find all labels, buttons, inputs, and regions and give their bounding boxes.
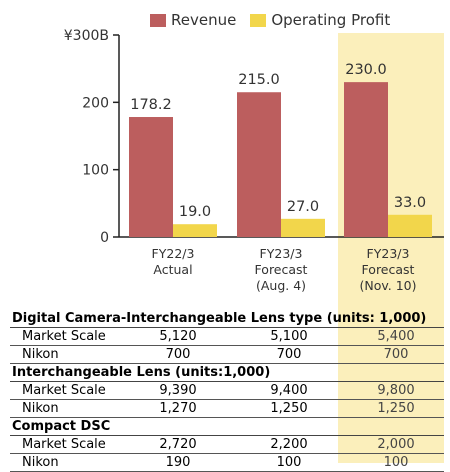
legend-swatch-operating-profit [250,13,267,27]
row-label: Nikon [22,455,59,470]
row-label: Market Scale [22,329,106,344]
data-label-revenue: 178.2 [130,97,172,113]
bar-revenue [129,117,173,237]
chart-legend: Revenue Operating Profit [150,9,404,31]
table-cell: 190 [165,455,191,470]
data-label-operating-profit: 33.0 [394,195,426,211]
x-tick-label: FY22/3 [152,246,195,261]
y-tick-label: ¥300B [64,28,109,44]
data-label-operating-profit: 27.0 [287,199,319,215]
bar-operating-profit [281,218,325,237]
table-row: Market Scale 2,720 2,200 2,000 [10,436,444,454]
bar-chart: 0 100 200 ¥300B 178.2 215.0 230.0 19.0 27.0 33.0 F… [64,28,444,293]
y-tick-label: 100 [82,163,109,179]
x-tick-label: FY23/3 [367,246,410,261]
table-row: Nikon 700 700 700 [10,346,444,364]
table-row: Market Scale 9,390 9,400 9,800 [10,382,444,400]
table-row: Market Scale 5,120 5,100 5,400 [10,328,444,346]
row-label: Nikon [22,347,59,362]
bar-revenue [344,82,388,237]
table-cell: 5,100 [270,329,308,344]
row-label: Market Scale [22,383,106,398]
legend-label-revenue: Revenue [171,11,237,29]
x-tick-label: (Aug. 4) [256,278,306,293]
table-cell: 9,390 [159,383,197,398]
table-cell: 700 [383,347,409,362]
legend-item-operating-profit: Operating Profit [250,11,390,29]
row-label: Market Scale [22,437,106,452]
table-cell: 9,800 [377,383,415,398]
table-cell: 1,250 [377,401,415,416]
bar-revenue [237,92,281,237]
data-label-revenue: 215.0 [238,72,280,88]
table-cell: 5,120 [159,329,197,344]
table-cell: 700 [276,347,302,362]
table-title: Interchangeable Lens (units:1,000) [10,364,444,382]
bar-operating-profit [173,224,217,237]
table-cell: 1,270 [159,401,197,416]
data-label-revenue: 230.0 [345,62,387,78]
x-tick-label: FY23/3 [260,246,303,261]
market-tables: Digital Camera-Interchangeable Lens type… [10,310,444,472]
table-row: Nikon 190 100 100 [10,454,444,472]
table-cell: 100 [383,455,409,470]
table-cell: 700 [165,347,191,362]
x-tick-label: Forecast [362,262,415,277]
data-label-operating-profit: 19.0 [179,204,211,220]
legend-item-revenue: Revenue [150,11,236,29]
legend-label-operating-profit: Operating Profit [271,11,391,29]
table-cell: 5,400 [377,329,415,344]
x-tick-label: Actual [153,262,192,277]
table-cell: 2,720 [159,437,197,452]
table-cell: 9,400 [270,383,308,398]
table-title: Digital Camera-Interchangeable Lens type… [10,310,444,328]
bar-operating-profit [388,214,432,237]
row-label: Nikon [22,401,59,416]
table-cell: 100 [276,455,302,470]
table-cell: 2,200 [270,437,308,452]
y-tick-label: 200 [82,95,109,111]
x-tick-label: (Nov. 10) [359,278,416,293]
y-tick-label: 0 [100,230,109,246]
legend-swatch-revenue [150,13,166,27]
table-cell: 2,000 [377,437,415,452]
table-row: Nikon 1,270 1,250 1,250 [10,400,444,418]
x-tick-label: Forecast [255,262,308,277]
table-cell: 1,250 [270,401,308,416]
table-title: Compact DSC [10,418,444,436]
